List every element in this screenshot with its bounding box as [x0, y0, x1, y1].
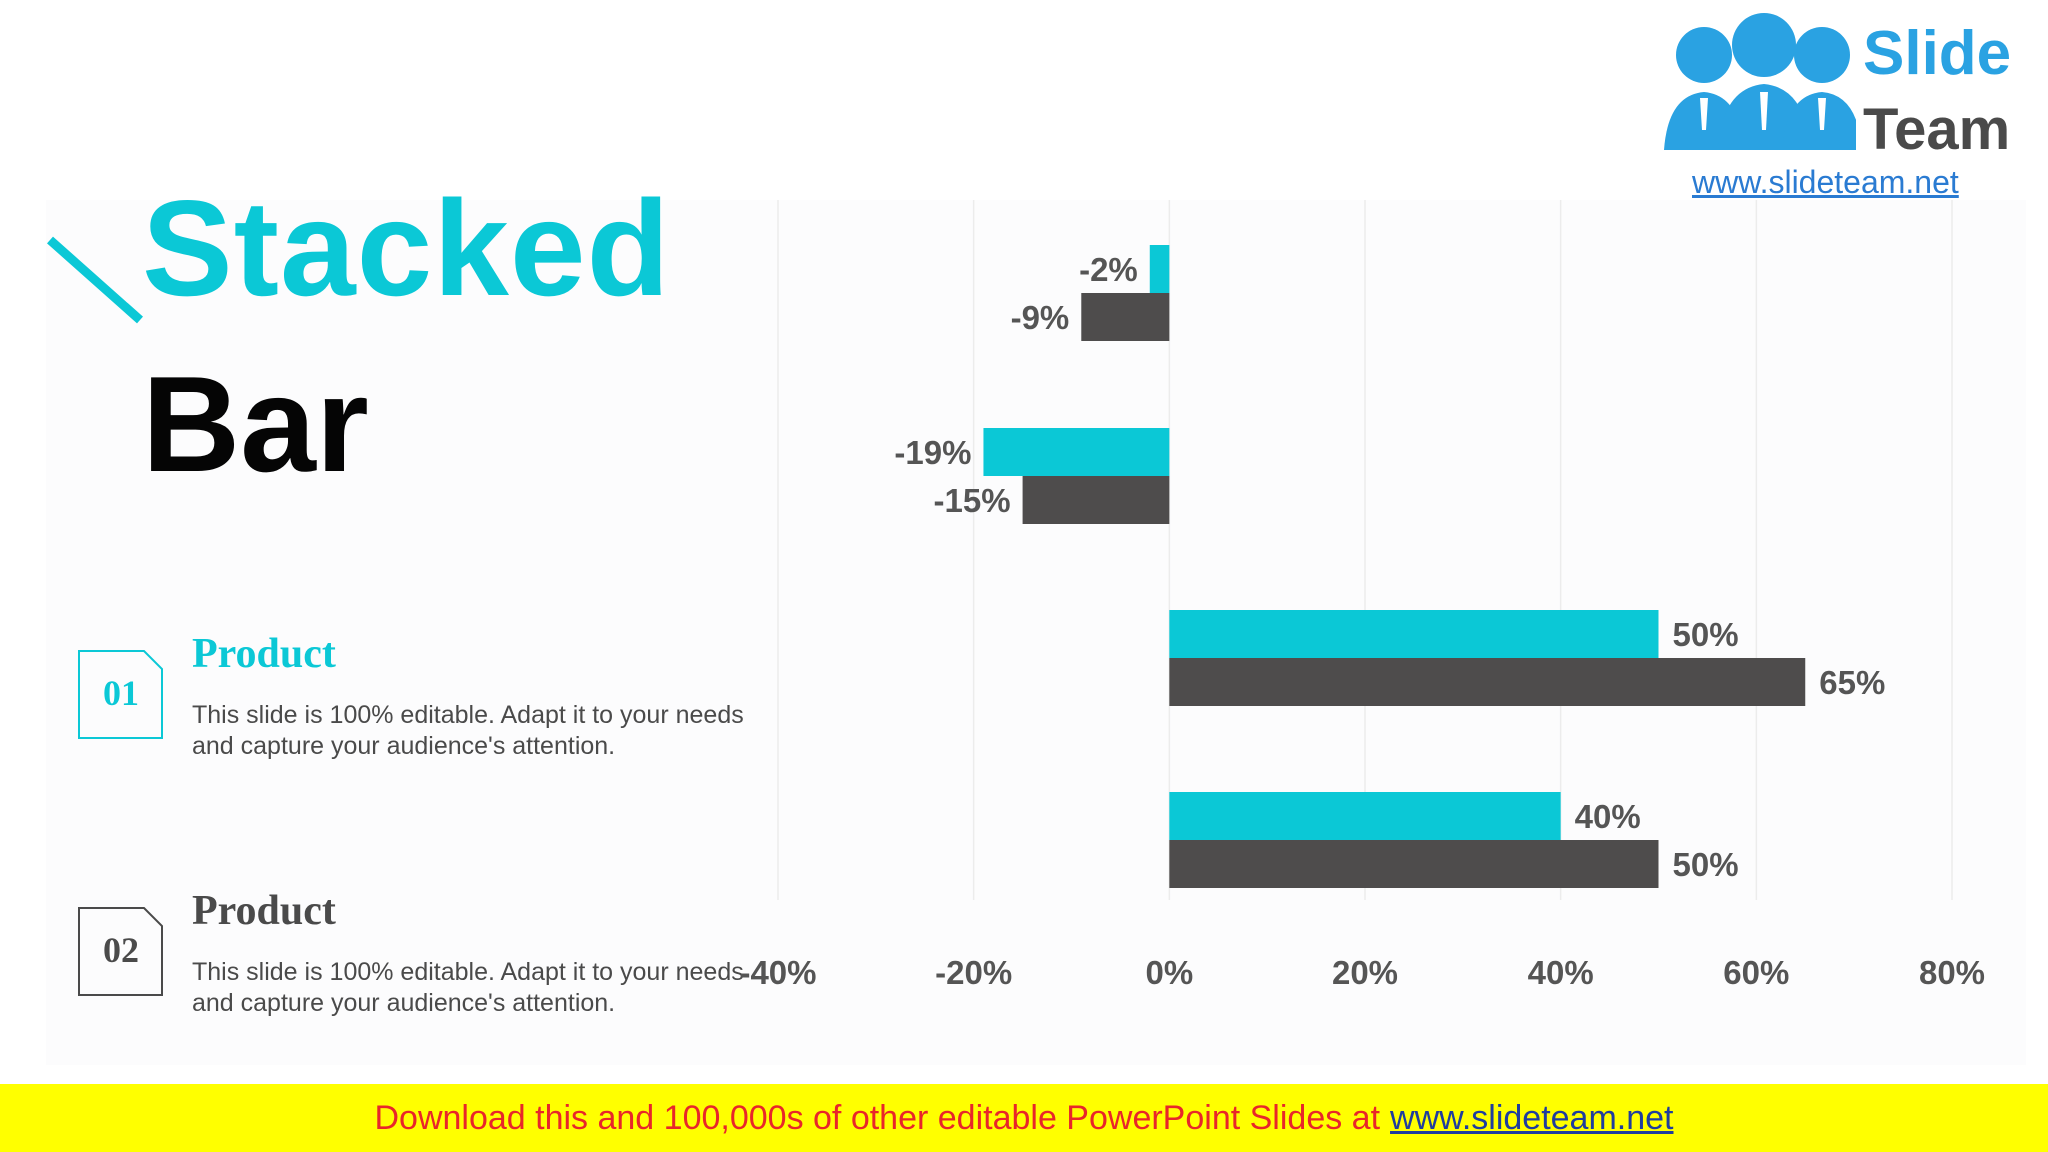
x-tick-label-0: -40%: [739, 954, 816, 991]
x-tick-label-1: -20%: [935, 954, 1012, 991]
item-number-02: 02: [103, 930, 139, 970]
people-icon: [1664, 13, 1856, 150]
item-number-box-01: 01: [78, 650, 164, 739]
item-description-01: This slide is 100% editable. Adapt it to…: [192, 701, 744, 760]
data-label-0-0: -2%: [1079, 251, 1138, 288]
item-number-box-02: 02: [78, 907, 164, 996]
bar-0-0: [1149, 245, 1170, 293]
stacked-bar-chart: -2%-9% -19% -15% 50% 65% 40% 50% -40% -20% 0% 20% 4…: [739, 200, 1985, 991]
item-heading-01: Product: [192, 631, 336, 677]
data-label-0-1: -9%: [1011, 299, 1070, 336]
content-panel: [46, 200, 2026, 1065]
data-label-2-1: 65%: [1819, 664, 1885, 701]
data-label-2-0: 50%: [1673, 616, 1739, 653]
data-label-1-1: -15%: [934, 482, 1011, 519]
x-tick-label-5: 60%: [1723, 954, 1789, 991]
data-label-3-0: 40%: [1575, 798, 1641, 835]
title-line1: Stacked: [142, 172, 671, 324]
data-label-1-0: -19%: [894, 434, 971, 471]
banner-text: Download this and 100,000s of other edit…: [374, 1098, 1381, 1137]
slideteam-logo[interactable]: Slide Team www.slideteam.net: [1638, 0, 2048, 200]
x-tick-label-6: 80%: [1919, 954, 1985, 991]
bar-3-0: [1169, 792, 1561, 840]
x-tick-label-3: 20%: [1332, 954, 1398, 991]
bar-1-0: [983, 428, 1170, 476]
data-label-3-1: 50%: [1673, 846, 1739, 883]
item-heading-02: Product: [192, 888, 336, 934]
title-line2: Bar: [142, 348, 369, 500]
bar-1-1: [1022, 476, 1170, 524]
download-banner: Download this and 100,000s of other edit…: [0, 1084, 2048, 1152]
logo-url-link[interactable]: www.slideteam.net: [1692, 164, 1959, 200]
bar-3-1: [1169, 840, 1659, 888]
x-tick-label-2: 0%: [1145, 954, 1193, 991]
bar-2-1: [1169, 658, 1806, 706]
item-number-01: 01: [103, 673, 139, 713]
banner-link[interactable]: www.slideteam.net: [1390, 1098, 1674, 1137]
item-description-02: This slide is 100% editable. Adapt it to…: [192, 958, 744, 1017]
logo-word-team: Team: [1863, 97, 2011, 162]
x-tick-label-4: 40%: [1528, 954, 1594, 991]
bar-2-0: [1169, 610, 1659, 658]
logo-word-slide: Slide: [1863, 19, 2012, 88]
bar-0-1: [1081, 293, 1170, 341]
